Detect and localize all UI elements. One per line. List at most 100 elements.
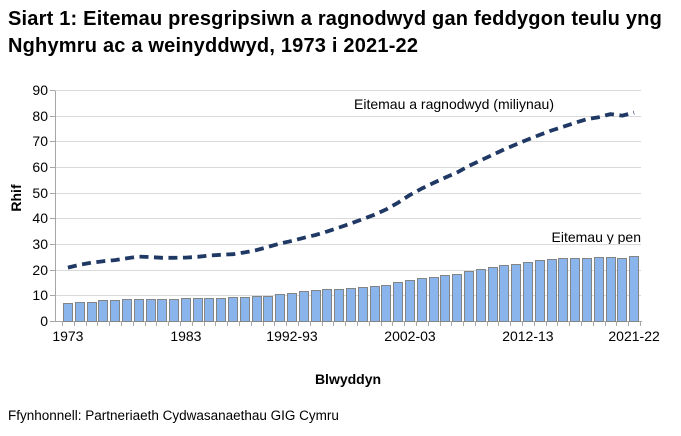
y-tick-mark	[50, 167, 55, 168]
bar	[228, 297, 238, 322]
chart-title: Siart 1: Eitemau presgripsiwn a ragnodwy…	[8, 8, 663, 57]
y-axis-line	[55, 91, 56, 322]
bar	[381, 284, 392, 322]
bar	[593, 257, 604, 322]
bar	[393, 282, 404, 322]
bar	[251, 296, 262, 322]
x-tick-mark	[451, 322, 453, 326]
x-tick-mark	[132, 322, 134, 326]
x-tick-mark	[286, 322, 288, 326]
x-tick-mark	[474, 322, 476, 326]
bar	[452, 273, 463, 322]
x-tick-mark	[144, 322, 146, 326]
x-tick-mark	[569, 322, 571, 326]
x-tick-mark	[380, 322, 382, 326]
x-tick-mark	[368, 322, 370, 326]
x-tick-mark	[592, 322, 594, 326]
bar	[98, 300, 109, 322]
bar	[310, 290, 321, 322]
bar	[287, 292, 297, 322]
y-tick-mark	[50, 218, 55, 220]
gridline	[55, 244, 641, 245]
y-tick-label: 40	[32, 210, 48, 227]
x-tick-mark	[604, 322, 606, 326]
bar	[558, 258, 569, 322]
x-tick-mark	[168, 322, 170, 326]
gridline	[55, 218, 641, 220]
x-tick-mark	[238, 322, 240, 326]
x-tick-mark	[109, 322, 111, 326]
bar	[157, 298, 168, 322]
bar	[204, 297, 215, 322]
bar	[239, 296, 250, 322]
y-tick-mark	[50, 244, 55, 245]
x-tick-mark	[73, 322, 75, 326]
bar	[62, 302, 73, 322]
x-tick-mark	[274, 322, 276, 326]
x-tick-mark	[250, 322, 252, 326]
x-tick-mark	[404, 322, 406, 326]
bar	[440, 275, 451, 322]
dashed-line	[67, 110, 635, 270]
bar	[617, 258, 628, 322]
x-tick-mark	[262, 322, 264, 326]
x-tick-mark	[439, 322, 441, 326]
x-tick-mark	[333, 322, 335, 326]
bar	[581, 258, 592, 322]
bar	[405, 280, 415, 322]
y-tick-label: 70	[32, 133, 48, 150]
bar	[192, 298, 203, 322]
x-tick-mark	[309, 322, 311, 326]
x-tick-mark	[321, 322, 323, 326]
y-tick-mark	[50, 321, 55, 322]
x-tick-mark	[297, 322, 299, 326]
line-series-label: Eitemau a ragnodwyd (miliynau)	[354, 96, 554, 112]
y-tick-mark	[50, 141, 55, 143]
bar	[416, 278, 427, 322]
x-tick-mark	[640, 322, 641, 326]
bar	[263, 295, 274, 322]
x-tick-mark	[85, 322, 87, 326]
y-tick-label: 20	[32, 261, 48, 278]
y-tick-mark	[50, 192, 55, 194]
x-tick-mark	[356, 322, 358, 326]
x-tick-mark	[616, 322, 618, 326]
bar	[475, 268, 486, 322]
x-tick-mark	[62, 322, 63, 326]
bar	[605, 257, 616, 322]
bar	[357, 286, 368, 322]
bar	[546, 258, 557, 322]
bar-series-label: Eitemau y pen	[551, 229, 642, 245]
y-tick-label: 30	[32, 236, 48, 252]
y-tick-label: 10	[32, 287, 48, 304]
x-tick-mark	[345, 322, 347, 326]
bar	[145, 298, 156, 322]
bar	[110, 300, 121, 322]
y-tick-label: 90	[32, 82, 48, 98]
bar	[629, 255, 640, 322]
x-tick-label: 1983	[170, 328, 202, 344]
bar	[428, 276, 439, 322]
x-tick-mark	[191, 322, 193, 326]
x-tick-mark	[628, 322, 630, 326]
bar	[522, 262, 533, 322]
bar	[499, 265, 510, 322]
bar	[74, 301, 85, 322]
bar	[369, 285, 380, 322]
gridline	[55, 269, 641, 271]
bar	[216, 297, 227, 322]
bar	[180, 298, 191, 322]
gridline	[55, 167, 641, 168]
y-tick-label: 0	[40, 313, 48, 329]
y-tick-label: 50	[32, 184, 48, 201]
x-tick-mark	[522, 322, 523, 326]
y-tick-label: 60	[32, 159, 48, 175]
x-tick-mark	[498, 322, 500, 326]
x-tick-mark	[545, 322, 547, 326]
bar	[275, 293, 286, 322]
prescribed-items-line	[67, 110, 635, 270]
x-tick-mark	[510, 322, 512, 326]
x-tick-mark	[533, 322, 535, 326]
